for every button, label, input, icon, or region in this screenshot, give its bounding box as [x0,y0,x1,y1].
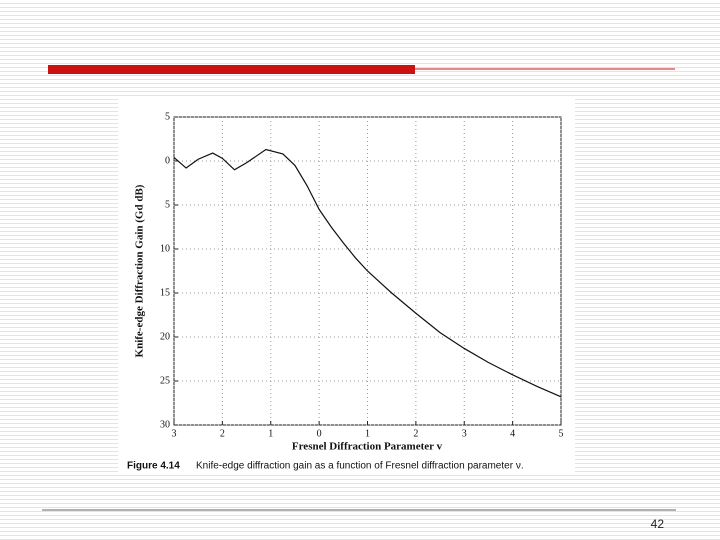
y-tick-label: 15 [160,287,170,298]
x-tick-label: 2 [413,428,418,439]
y-tick-label: 10 [160,243,170,254]
x-tick-label: 2 [220,428,225,439]
header-bar [48,65,415,74]
x-tick-label: 5 [559,428,564,439]
x-tick-label: 1 [268,428,273,439]
data-line [173,148,562,398]
y-tick-label: 0 [165,155,170,166]
figure-caption: Knife-edge diffraction gain as a functio… [196,461,524,472]
figure-background [118,97,575,474]
x-tick-label: 3 [172,428,177,439]
x-tick-label: 3 [462,428,467,439]
y-axis-label: Knife-edge Diffraction Gain (Gd dB) [134,184,146,357]
y-tick-label: 5 [165,199,170,210]
y-tick-label: 5 [165,111,170,122]
x-tick-label: 1 [365,428,370,439]
y-tick-label: 25 [160,375,170,386]
y-tick-label: 30 [160,419,170,430]
page-number: 42 [651,517,665,531]
figure-label: Figure 4.14 [127,461,180,472]
x-axis-label: Fresnel Diffraction Parameter v [292,441,443,453]
y-tick-label: 20 [160,331,170,342]
x-tick-label: 4 [510,428,515,439]
x-tick-label: 0 [317,428,322,439]
